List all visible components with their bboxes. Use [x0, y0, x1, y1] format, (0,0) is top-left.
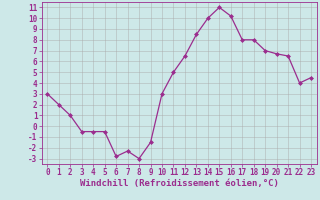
X-axis label: Windchill (Refroidissement éolien,°C): Windchill (Refroidissement éolien,°C) [80, 179, 279, 188]
